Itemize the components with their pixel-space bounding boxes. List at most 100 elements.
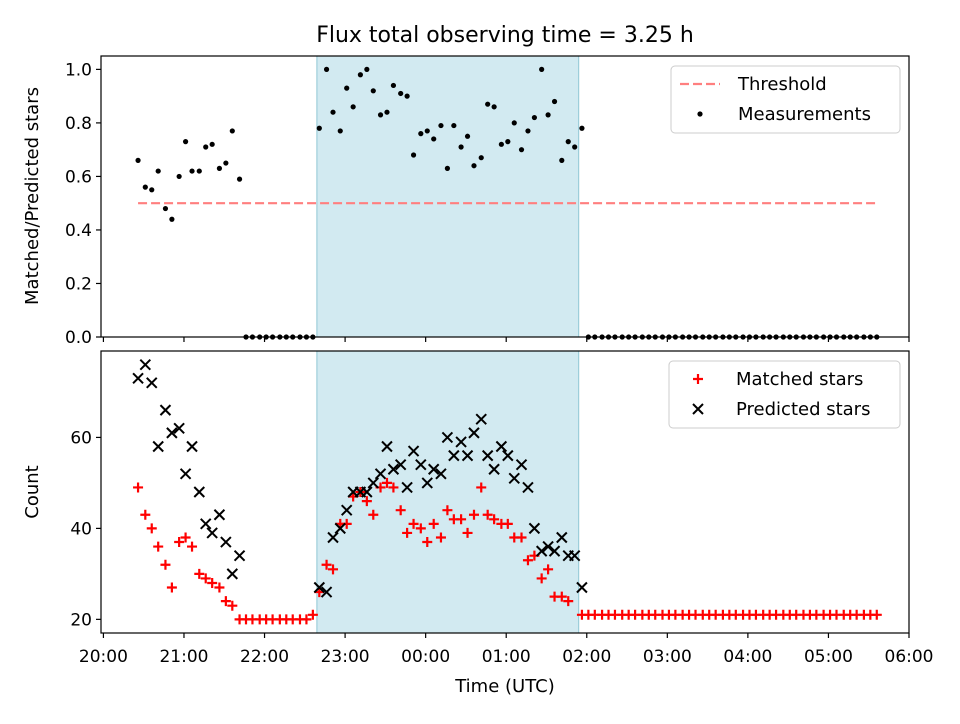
data-point: [551, 98, 558, 105]
data-point: [327, 531, 339, 544]
data-point: [543, 564, 554, 575]
data-point: [559, 157, 565, 163]
data-point: [481, 449, 494, 462]
y-tick-label: 0.0: [65, 328, 92, 348]
data-point: [542, 540, 554, 553]
data-point: [456, 514, 467, 525]
legend: Threshold Measurements: [670, 65, 901, 134]
data-point: [489, 514, 500, 525]
legend-label: Matched stars: [736, 369, 863, 390]
data-point: [502, 449, 514, 462]
data-point: [495, 440, 508, 453]
data-point: [206, 527, 218, 539]
data-point: [166, 427, 178, 439]
data-point: [565, 139, 571, 145]
data-point: [548, 545, 561, 557]
legend-marker: [697, 111, 703, 117]
data-point: [155, 168, 161, 174]
data-point: [140, 509, 151, 520]
data-point: [401, 481, 413, 494]
x-tick-label: 04:00: [723, 647, 772, 667]
data-point: [563, 596, 574, 607]
x-tick-label: 03:00: [643, 647, 692, 667]
data-point: [377, 112, 384, 118]
data-point: [323, 66, 330, 72]
data-point: [368, 509, 379, 520]
data-point: [162, 205, 169, 212]
x-tick-label: 01:00: [482, 647, 531, 667]
data-point: [511, 120, 517, 126]
data-point: [388, 482, 399, 493]
data-point: [169, 216, 175, 222]
data-point: [142, 184, 148, 190]
data-point: [173, 422, 185, 435]
data-point: [146, 523, 157, 534]
data-point: [189, 168, 195, 174]
data-point: [370, 88, 376, 94]
data-point: [427, 463, 440, 475]
data-point: [381, 440, 393, 453]
data-point: [418, 131, 424, 137]
data-point: [337, 128, 343, 134]
data-point: [421, 477, 433, 489]
data-point: [236, 176, 243, 182]
y-tick-label: 0.6: [65, 167, 92, 187]
data-point: [478, 155, 484, 161]
data-point: [220, 596, 231, 607]
data-point: [476, 482, 487, 493]
data-point: [139, 358, 152, 371]
data-point: [451, 122, 457, 129]
data-point: [390, 82, 397, 89]
data-point: [536, 573, 547, 584]
data-point: [464, 133, 471, 139]
axes-frame: [100, 350, 910, 634]
series-matched-stars: [133, 477, 882, 625]
panel-1: 20 40 60 20:00 21:00 22:00 23:00 00:00 01:00 02:0…: [70, 350, 934, 667]
data-point: [216, 165, 223, 171]
data-point: [149, 187, 155, 193]
data-point: [491, 104, 497, 110]
data-point: [361, 486, 373, 498]
data-point: [572, 144, 578, 150]
data-point: [180, 532, 191, 543]
data-point: [152, 440, 164, 453]
data-point: [132, 372, 144, 384]
data-point: [227, 600, 238, 611]
data-point: [220, 536, 232, 548]
data-point: [539, 66, 545, 72]
data-point: [341, 518, 352, 529]
data-point: [334, 522, 346, 535]
data-point: [320, 586, 333, 598]
data-point: [213, 509, 226, 521]
x-tick-label: 23:00: [321, 647, 370, 667]
data-point: [146, 377, 158, 389]
data-point: [576, 581, 588, 594]
data-point: [307, 609, 318, 620]
data-point: [522, 481, 534, 494]
data-point: [395, 505, 406, 516]
data-point: [516, 532, 527, 543]
data-point: [402, 527, 413, 538]
data-point: [316, 125, 322, 131]
data-point: [458, 144, 464, 150]
data-point: [226, 568, 239, 580]
legend: Matched stars Predicted stars: [668, 360, 901, 429]
data-point: [505, 139, 511, 145]
data-point: [462, 527, 473, 538]
data-point: [428, 518, 439, 529]
data-point: [196, 168, 202, 174]
data-point: [522, 555, 533, 566]
data-point: [186, 440, 198, 453]
axes-frame: [100, 55, 910, 338]
data-point: [203, 144, 209, 150]
data-point: [233, 549, 246, 562]
data-point: [321, 559, 332, 570]
data-point: [556, 531, 568, 544]
data-point: [461, 449, 474, 462]
data-point: [361, 496, 372, 507]
y-tick-label: 60: [70, 428, 92, 448]
data-point: [344, 85, 350, 91]
data-point: [438, 122, 444, 129]
